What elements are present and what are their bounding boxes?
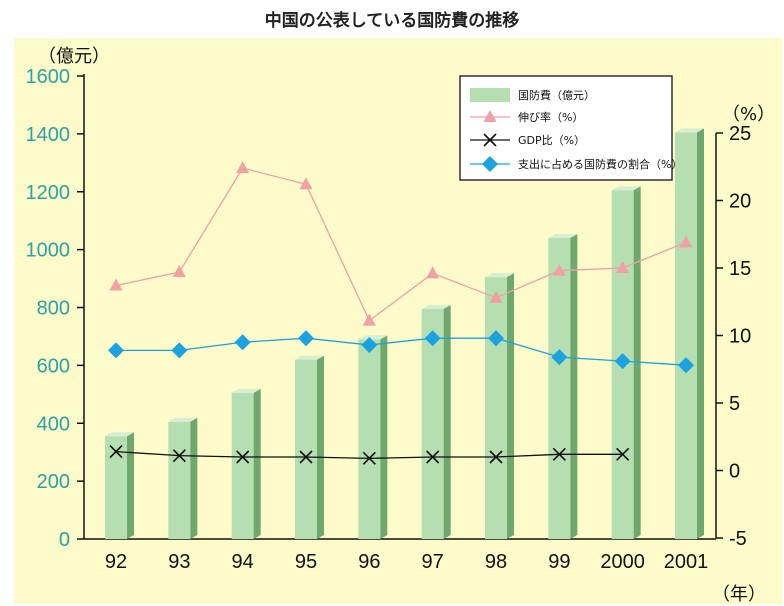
bar-top xyxy=(548,234,578,239)
diamond-marker xyxy=(298,330,314,347)
bar xyxy=(675,132,697,539)
left-tick-label: 1600 xyxy=(26,66,71,88)
left-axis-unit: （億元） xyxy=(38,46,110,67)
cross-marker xyxy=(172,449,186,463)
diamond-marker xyxy=(551,349,568,366)
bar xyxy=(421,308,444,539)
cross-marker xyxy=(299,450,313,464)
right-tick-label: 25 xyxy=(729,123,751,145)
legend-label: 支出に占める国防費の割合（%） xyxy=(518,157,682,171)
bar-side xyxy=(697,128,704,539)
x-tick-label: 97 xyxy=(422,551,444,573)
left-tick-label: 1400 xyxy=(26,124,71,146)
chart-title: 中国の公表している国防費の推移 xyxy=(264,11,520,31)
cross-marker xyxy=(362,451,376,465)
right-axis-unit: （%） xyxy=(722,104,775,125)
bar xyxy=(548,238,571,540)
left-tick-label: 1200 xyxy=(26,182,71,204)
triangle-marker xyxy=(489,290,503,303)
bar-top xyxy=(105,432,134,437)
right-tick-label: -5 xyxy=(729,528,747,550)
diamond-marker xyxy=(361,336,378,353)
diamond-marker xyxy=(614,353,631,370)
bar-top xyxy=(231,388,261,393)
cross-marker xyxy=(616,447,630,461)
bar-top xyxy=(611,186,641,191)
triangle-marker xyxy=(172,265,186,278)
bar-side xyxy=(253,388,261,539)
left-tick-label: 400 xyxy=(37,413,70,435)
bar-top xyxy=(295,355,324,360)
bar xyxy=(105,436,127,539)
right-tick-label: 10 xyxy=(729,326,751,348)
bar-top xyxy=(358,335,388,340)
diamond-marker xyxy=(678,357,694,374)
x-tick-label: 2000 xyxy=(600,551,645,573)
legend-label: 伸び率（%） xyxy=(518,110,583,124)
triangle-marker xyxy=(426,266,440,279)
triangle-marker xyxy=(362,313,376,326)
x-tick-label: 98 xyxy=(485,551,507,573)
cross-marker xyxy=(109,445,123,459)
bar xyxy=(168,421,191,539)
left-tick-label: 800 xyxy=(37,298,70,320)
triangle-marker xyxy=(483,110,497,122)
right-tick-label: 5 xyxy=(729,393,740,415)
cross-marker xyxy=(552,447,566,461)
triangle-marker xyxy=(109,278,123,291)
bar-side xyxy=(507,273,514,539)
right-tick-label: 20 xyxy=(729,191,751,213)
triangle-marker xyxy=(236,161,250,174)
triangle-marker xyxy=(299,177,313,190)
x-tick-label: 93 xyxy=(168,551,190,573)
diamond-marker xyxy=(482,156,498,172)
right-tick-label: 0 xyxy=(729,461,740,483)
bar-top xyxy=(168,417,198,422)
left-tick-label: 200 xyxy=(37,471,70,493)
bar-side xyxy=(570,234,578,540)
bar-top xyxy=(421,304,451,309)
diamond-marker xyxy=(424,330,441,347)
left-tick-label: 0 xyxy=(59,529,70,551)
left-tick-label: 600 xyxy=(37,355,70,377)
legend-swatch-bar xyxy=(470,88,510,102)
diamond-marker xyxy=(488,330,504,347)
bar xyxy=(485,277,507,539)
bar-top xyxy=(675,128,704,133)
bar-side xyxy=(190,417,198,539)
x-axis-unit: （年） xyxy=(712,584,766,605)
right-tick-label: 15 xyxy=(729,258,751,280)
bar xyxy=(358,339,381,539)
diamond-marker xyxy=(234,334,251,351)
triangle-marker xyxy=(679,235,693,248)
x-tick-label: 92 xyxy=(105,551,127,573)
triangle-marker xyxy=(552,263,566,276)
bar-top xyxy=(485,273,514,278)
legend-label: 国防費（億元） xyxy=(518,88,595,102)
bar-side xyxy=(380,335,388,539)
bar xyxy=(295,359,317,539)
x-tick-label: 94 xyxy=(232,551,254,573)
x-tick-label: 96 xyxy=(358,551,380,573)
legend-label: GDP比（%） xyxy=(518,134,585,147)
cross-marker xyxy=(236,450,250,464)
diamond-marker xyxy=(171,342,188,359)
x-tick-label: 95 xyxy=(295,551,317,573)
diamond-marker xyxy=(108,342,124,359)
bar-side xyxy=(443,304,451,539)
bar xyxy=(231,392,254,539)
cross-marker xyxy=(426,450,440,464)
cross-marker xyxy=(489,450,503,464)
cross-marker xyxy=(483,133,497,147)
left-tick-label: 1000 xyxy=(26,240,71,262)
series-line xyxy=(116,337,687,366)
series-line xyxy=(115,167,687,322)
triangle-marker xyxy=(616,261,630,273)
x-tick-label: 2001 xyxy=(664,551,709,573)
bar-side xyxy=(127,432,134,539)
x-tick-label: 99 xyxy=(548,551,570,573)
bar-side xyxy=(317,355,324,539)
